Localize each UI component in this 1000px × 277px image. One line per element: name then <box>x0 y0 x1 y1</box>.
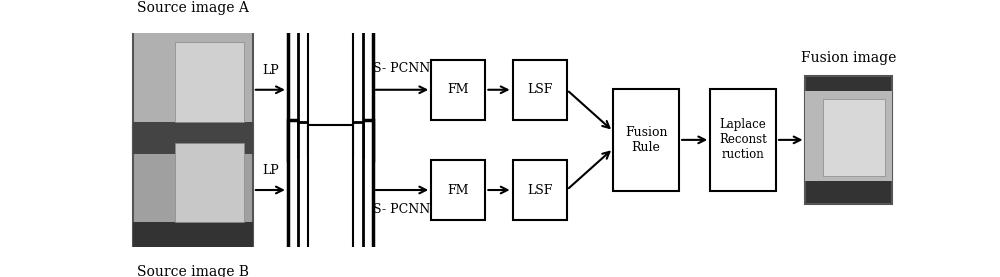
Bar <box>512 160 567 220</box>
Bar <box>133 126 253 254</box>
Bar <box>613 89 679 191</box>
Bar <box>133 26 253 154</box>
Bar <box>298 122 363 258</box>
Bar <box>823 99 885 176</box>
Text: S- PCNN: S- PCNN <box>373 203 431 216</box>
Bar <box>431 60 485 120</box>
Bar <box>288 19 373 160</box>
Text: LSF: LSF <box>527 183 552 196</box>
Bar <box>175 143 244 222</box>
Bar <box>512 60 567 120</box>
Bar <box>298 22 363 157</box>
Bar <box>308 125 353 255</box>
Bar <box>308 25 353 155</box>
Bar <box>431 160 485 220</box>
Bar <box>288 120 373 260</box>
Bar <box>175 42 244 122</box>
Text: LP: LP <box>262 164 279 177</box>
Bar <box>805 91 892 181</box>
Bar <box>133 122 253 154</box>
Text: Fusion
Rule: Fusion Rule <box>625 126 667 154</box>
Bar <box>133 222 253 254</box>
Text: Laplace
Reconst
ruction: Laplace Reconst ruction <box>719 118 767 161</box>
Text: FM: FM <box>448 83 469 96</box>
Text: Source image B: Source image B <box>137 265 249 277</box>
Text: Source image A: Source image A <box>137 1 249 15</box>
Text: Fusion image: Fusion image <box>801 51 897 65</box>
Text: FM: FM <box>448 183 469 196</box>
Bar <box>710 89 776 191</box>
Text: LP: LP <box>262 64 279 77</box>
Bar <box>805 76 892 204</box>
Text: S- PCNN: S- PCNN <box>373 62 431 75</box>
Text: LSF: LSF <box>527 83 552 96</box>
